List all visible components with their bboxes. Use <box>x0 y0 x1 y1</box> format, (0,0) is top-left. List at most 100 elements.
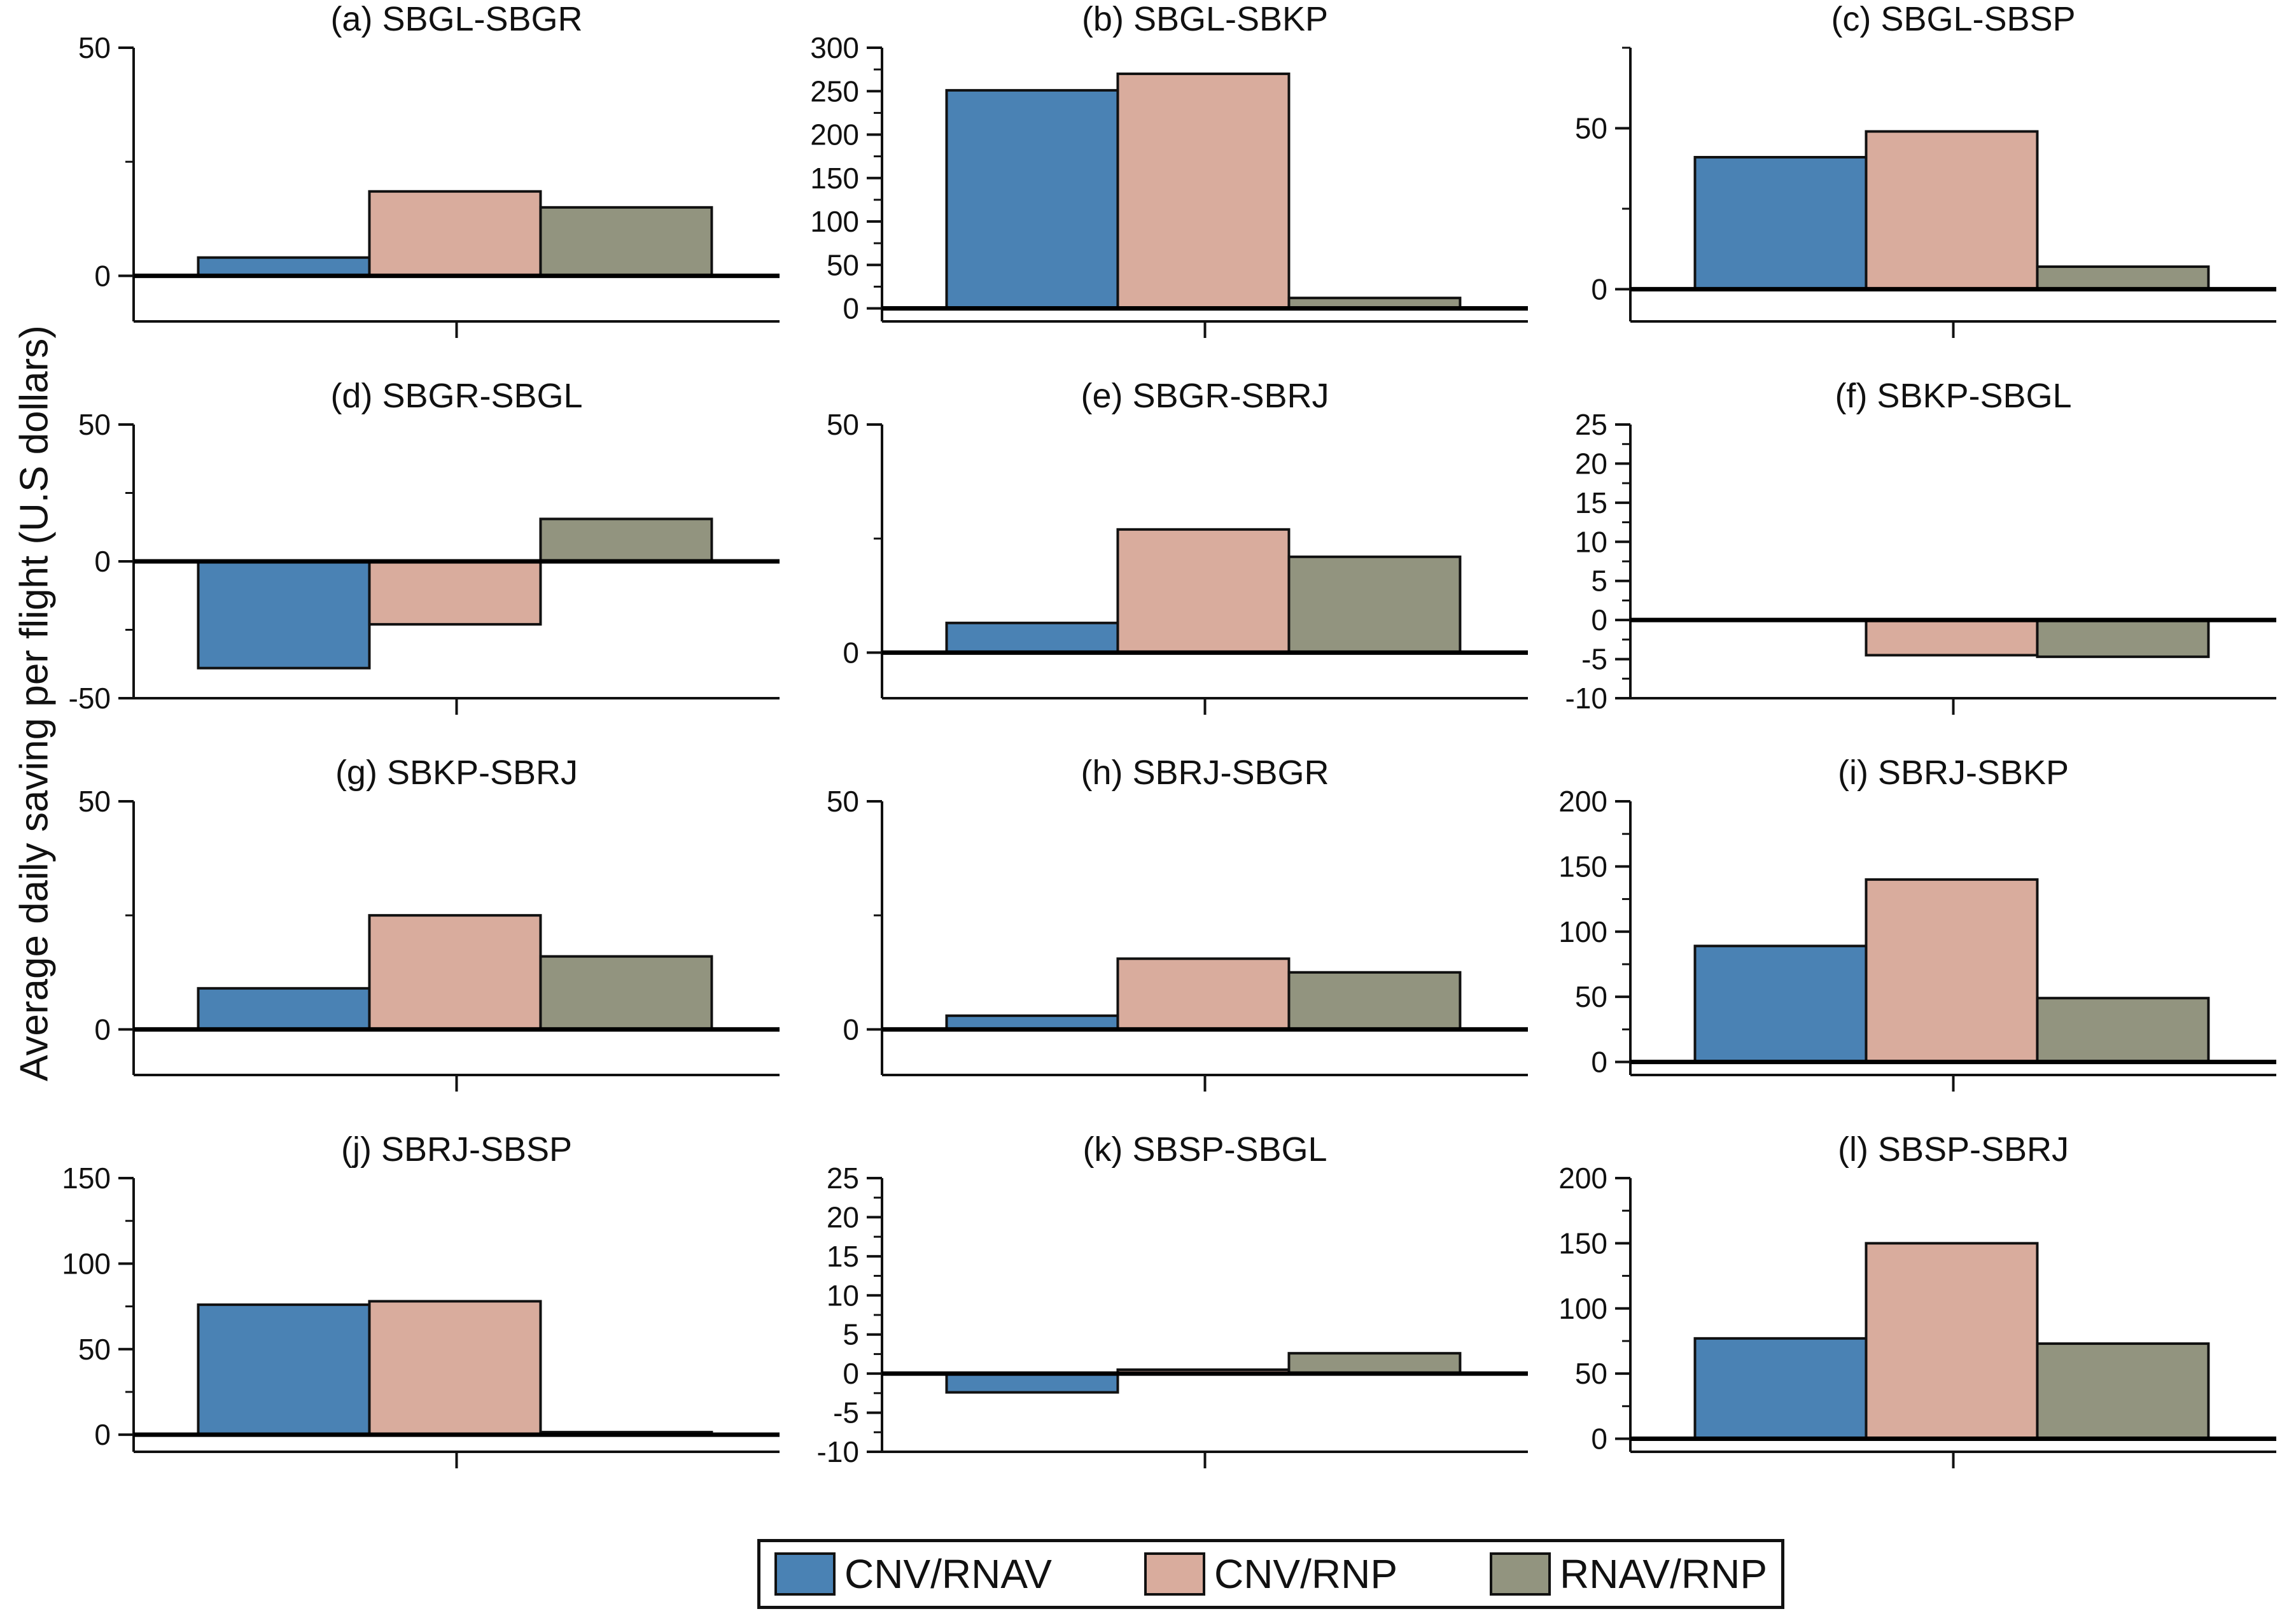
y-tick-label: 10 <box>1575 525 1607 558</box>
bar-cnv-rnav <box>945 1372 1119 1394</box>
bar-cnv-rnp <box>1116 957 1291 1031</box>
subplot-h-chart: (h) SBRJ-SBGR 0 50 <box>827 754 1528 1092</box>
y-tick-label: 50 <box>1575 111 1607 144</box>
y-tick-label: 50 <box>78 1333 111 1366</box>
bar-rnav-rnp <box>2036 1342 2210 1440</box>
y-tick-label: 20 <box>1575 447 1607 480</box>
bar-cnv-rnav <box>197 987 371 1031</box>
y-tick-label: 5 <box>1591 565 1607 598</box>
y-tick-label: -5 <box>1581 643 1607 676</box>
bar-rnav-rnp <box>1287 971 1462 1031</box>
y-tick-label: -10 <box>817 1435 859 1468</box>
legend-item-cnv-rnp: CNV/RNP <box>1144 1550 1397 1598</box>
subplot-l-title: (l) SBSP-SBRJ <box>1838 1130 2069 1169</box>
bar-cnv-rnav <box>1693 156 1868 291</box>
subplot-j-chart: (j) SBRJ-SBSP 0 50 100 150 <box>62 1130 780 1468</box>
y-tick-label: 0 <box>843 1013 859 1046</box>
y-tick-label: 0 <box>843 292 859 325</box>
bar-cnv-rnp <box>368 560 542 626</box>
y-tick-label: 200 <box>1558 785 1607 818</box>
y-tick-label: 50 <box>78 31 111 64</box>
bar-cnv-rnp <box>1865 1242 2039 1440</box>
y-tick-label: 0 <box>1591 272 1607 306</box>
bar-rnav-rnp <box>1287 555 1462 654</box>
y-tick-label: 150 <box>1558 1226 1607 1260</box>
bar-cnv-rnav <box>1693 945 1868 1064</box>
y-tick-label: 0 <box>1591 1046 1607 1079</box>
bar-rnav-rnp <box>539 206 713 278</box>
y-tick-label: 15 <box>1575 486 1607 519</box>
y-tick-label: 15 <box>827 1240 859 1273</box>
subplot-f-title: (f) SBKP-SBGL <box>1835 377 2071 415</box>
bar-cnv-rnp <box>1865 619 2039 657</box>
subplot-h-title: (h) SBRJ-SBGR <box>1081 754 1329 792</box>
y-tick-label: 100 <box>810 205 859 238</box>
subplot-l-chart: (l) SBSP-SBRJ 0 50 100 150 200 <box>1558 1130 2276 1468</box>
bar-cnv-rnp <box>1116 72 1291 310</box>
y-tick-label: 0 <box>94 1418 111 1451</box>
bar-rnav-rnp <box>2036 997 2210 1064</box>
y-tick-label: 50 <box>827 408 859 441</box>
subplot-j-title: (j) SBRJ-SBSP <box>341 1130 572 1169</box>
y-tick-label: 25 <box>827 1162 859 1195</box>
y-axis-label: Average daily saving per flight (U.S dol… <box>12 325 57 1081</box>
subplot-a-title: (a) SBGL-SBGR <box>330 0 582 38</box>
subplot-i-title: (i) SBRJ-SBKP <box>1838 754 2069 792</box>
bar-rnav-rnp <box>2036 265 2210 291</box>
y-tick-label: 50 <box>827 785 859 818</box>
y-tick-label: 0 <box>1591 603 1607 636</box>
legend: CNV/RNAV CNV/RNP RNAV/RNP <box>757 1539 1784 1609</box>
bar-cnv-rnp <box>1116 528 1291 654</box>
y-tick-label: 0 <box>94 545 111 578</box>
legend-swatch-cnv-rnp <box>1144 1552 1205 1596</box>
y-tick-label: 50 <box>1575 1357 1607 1390</box>
bar-cnv-rnp <box>1865 130 2039 291</box>
subplot-b-chart: (b) SBGL-SBKP 0 50 100 150 200 250 300 <box>810 0 1528 338</box>
y-tick-label: 10 <box>827 1279 859 1312</box>
y-tick-label: 200 <box>1558 1162 1607 1195</box>
bar-cnv-rnav <box>197 1303 371 1437</box>
subplot-k-title: (k) SBSP-SBGL <box>1082 1130 1327 1169</box>
bar-cnv-rnp <box>368 1300 542 1437</box>
bar-cnv-rnav <box>945 88 1119 310</box>
y-tick-label: 150 <box>1558 850 1607 883</box>
legend-item-rnav-rnp: RNAV/RNP <box>1490 1550 1767 1598</box>
subplot-f-chart: (f) SBKP-SBGL -10 -5 0 5 10 15 20 25 <box>1565 377 2276 715</box>
bar-cnv-rnav <box>1693 1337 1868 1440</box>
y-tick-label: 0 <box>94 1013 111 1046</box>
legend-swatch-cnv-rnav <box>774 1552 836 1596</box>
subplot-d-chart: (d) SBGR-SBGL -50 0 50 <box>69 377 780 715</box>
y-tick-label: 150 <box>810 162 859 195</box>
y-tick-label: 20 <box>827 1200 859 1233</box>
y-tick-label: 0 <box>843 636 859 669</box>
legend-swatch-rnav-rnp <box>1490 1552 1551 1596</box>
y-tick-label: 250 <box>810 74 859 108</box>
bar-cnv-rnav <box>197 256 371 278</box>
bar-cnv-rnav <box>945 621 1119 654</box>
subplot-e-chart: (e) SBGR-SBRJ 0 50 <box>827 377 1528 715</box>
y-tick-label: 50 <box>1575 980 1607 1013</box>
y-tick-label: 25 <box>1575 408 1607 441</box>
subplot-k-chart: (k) SBSP-SBGL -10 -5 0 5 10 15 20 25 <box>817 1130 1528 1468</box>
y-tick-label: 150 <box>62 1162 111 1195</box>
bar-rnav-rnp <box>539 955 713 1031</box>
subplot-c-chart: (c) SBGL-SBSP 0 50 <box>1575 0 2276 338</box>
legend-label-rnav-rnp: RNAV/RNP <box>1560 1551 1767 1597</box>
y-tick-label: -5 <box>833 1396 859 1430</box>
bar-rnav-rnp <box>2036 619 2210 658</box>
subplot-a-chart: (a) SBGL-SBGR 0 50 <box>78 0 780 338</box>
subplot-c-title: (c) SBGL-SBSP <box>1831 0 2075 38</box>
y-tick-label: 100 <box>1558 1292 1607 1325</box>
legend-label-cnv-rnp: CNV/RNP <box>1214 1551 1398 1597</box>
legend-label-cnv-rnav: CNV/RNAV <box>844 1551 1052 1597</box>
subplot-g-chart: (g) SBKP-SBRJ 0 50 <box>78 754 780 1092</box>
subplot-grid: (a) SBGL-SBGR 0 50 (b) SBGL-SBKP 0 50 100 150 20… <box>51 0 2296 1507</box>
bar-rnav-rnp <box>1287 1352 1462 1375</box>
y-tick-label: 0 <box>1591 1423 1607 1456</box>
y-tick-label: 50 <box>78 408 111 441</box>
bar-cnv-rnp <box>1865 878 2039 1064</box>
y-tick-label: 100 <box>62 1247 111 1280</box>
bar-cnv-rnav <box>197 560 371 670</box>
y-tick-label: 300 <box>810 31 859 64</box>
